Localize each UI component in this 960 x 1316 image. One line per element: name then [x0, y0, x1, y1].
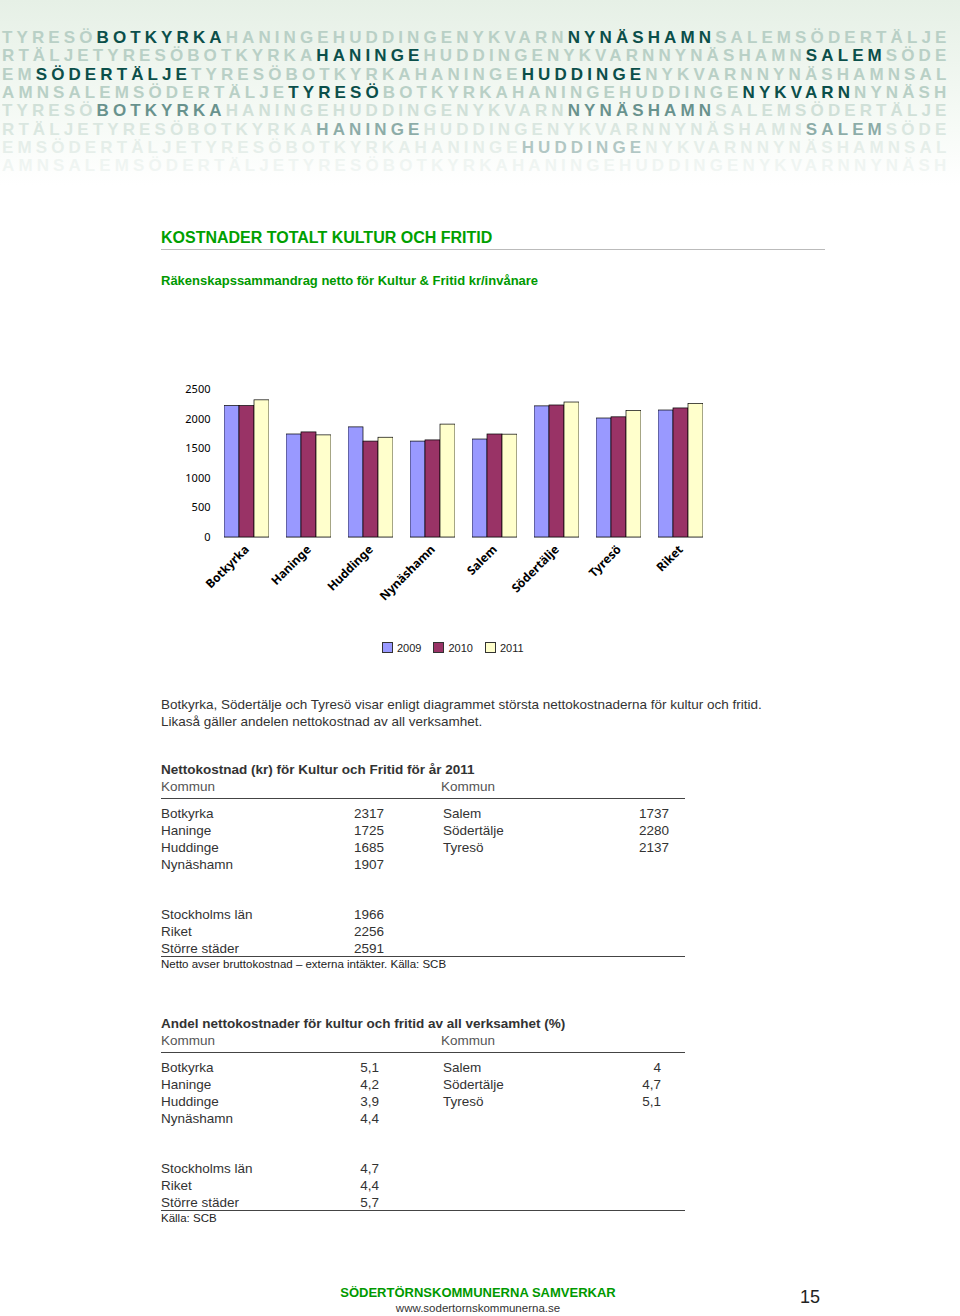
html-text:Södertälje: Södertälje	[443, 1077, 504, 1092]
html-text:Större städer: Större städer	[161, 1195, 239, 1210]
html-text:4,4: 4,4	[360, 1178, 379, 1193]
svg-text:0: 0	[204, 529, 210, 544]
html-text:SÖDERTÖRNSKOMMUNERNA SAMVERKAR: SÖDERTÖRNSKOMMUNERNA SAMVERKAR	[340, 1285, 616, 1300]
html-text:Södertälje: Södertälje	[443, 823, 504, 838]
html-text:TYRESÖ BOTKYRKA HANINGEHUDDING: TYRESÖ BOTKYRKA HANINGEHUDDINGENYKVARN N…	[2, 101, 951, 121]
svg-text:Botkyrka: Botkyrka	[202, 541, 253, 592]
html-text:AMNSALEMSÖDERTÄLJE TYRESÖ BOTK: AMNSALEMSÖDERTÄLJE TYRESÖ BOTKYRKAHANING…	[2, 82, 951, 102]
html-text:Botkyrka, Södertälje och Tyres: Botkyrka, Södertälje och Tyresö visar en…	[161, 697, 762, 712]
html-text:Kommun: Kommun	[441, 1033, 495, 1048]
html-text:Andel nettokostnader för kultu: Andel nettokostnader för kultur och frit…	[161, 1016, 566, 1031]
html-text:4,2: 4,2	[360, 1077, 379, 1092]
html-text:2011: 2011	[500, 642, 524, 654]
html-text:2256: 2256	[354, 924, 384, 939]
html-text:Botkyrka: Botkyrka	[161, 806, 214, 821]
svg-text:Salem: Salem	[463, 541, 501, 579]
svg-text:Södertälje: Södertälje	[507, 541, 562, 596]
html-text:Netto avser bruttokostnad – ex: Netto avser bruttokostnad – externa intä…	[161, 958, 447, 970]
svg-text:2500: 2500	[185, 381, 210, 396]
html-text:1725: 1725	[354, 823, 384, 838]
html-text:Haninge: Haninge	[161, 1077, 212, 1092]
html-text:Nynäshamn: Nynäshamn	[161, 857, 233, 872]
html-text:Haninge: Haninge	[161, 823, 212, 838]
html-text:4,7: 4,7	[360, 1161, 379, 1176]
svg-text:2000: 2000	[185, 411, 210, 426]
html-text:4: 4	[653, 1060, 661, 1075]
html-text:Riket: Riket	[161, 924, 192, 939]
html-text:2280: 2280	[639, 823, 669, 838]
html-text:Tyresö: Tyresö	[443, 840, 484, 855]
html-text:Salem: Salem	[443, 1060, 482, 1075]
html-text:Riket: Riket	[161, 1178, 192, 1193]
svg-text:1500: 1500	[185, 440, 210, 455]
html-text:5,7: 5,7	[360, 1195, 379, 1210]
html-text:Kommun: Kommun	[441, 779, 495, 794]
html-text:1737: 1737	[639, 806, 669, 821]
html-text:Huddinge: Huddinge	[161, 1094, 219, 1109]
html-text:TYRESÖ BOTKYRKA HANINGEHUDDING: TYRESÖ BOTKYRKA HANINGEHUDDINGENYKVARN N…	[2, 28, 951, 47]
html-text:2137: 2137	[639, 840, 669, 855]
html-text:2010: 2010	[448, 642, 473, 654]
html-text:RTÄLJETYRESÖBOTKYRKA HANINGE H: RTÄLJETYRESÖBOTKYRKA HANINGE HUDDINGENYK…	[2, 46, 951, 66]
html-text:3,9: 3,9	[360, 1094, 379, 1109]
html-text:2591: 2591	[354, 941, 384, 956]
html-text:Huddinge: Huddinge	[161, 840, 219, 855]
html-text:Salem: Salem	[443, 806, 482, 821]
html-text:5,1: 5,1	[642, 1094, 661, 1109]
html-text:4,4: 4,4	[360, 1111, 379, 1126]
html-text:15: 15	[800, 1287, 820, 1307]
html-text:www.sodertornskommunerna.se: www.sodertornskommunerna.se	[395, 1302, 561, 1314]
html-text:Kommun: Kommun	[161, 779, 215, 794]
html-text:1966: 1966	[354, 907, 384, 922]
html-text:Stockholms län: Stockholms län	[161, 1161, 253, 1176]
svg-text:Riket: Riket	[652, 541, 686, 575]
html-text:Nynäshamn: Nynäshamn	[161, 1111, 233, 1126]
svg-text:Huddinge: Huddinge	[323, 541, 376, 594]
html-text:2009: 2009	[397, 642, 422, 654]
svg-text:Tyresö: Tyresö	[585, 541, 625, 581]
html-text:AMNSALEMSÖDERTÄLJETYRESÖBOTKYR: AMNSALEMSÖDERTÄLJETYRESÖBOTKYRKAHANINGEH…	[2, 156, 951, 176]
html-text:EMSÖDERTÄLJETYRESÖBOTKYRKAHANI: EMSÖDERTÄLJETYRESÖBOTKYRKAHANINGE HUDDIN…	[2, 137, 951, 157]
svg-text:Haninge: Haninge	[267, 541, 315, 589]
svg-text:Nynäshamn: Nynäshamn	[376, 541, 439, 604]
html-text:Räkenskapssammandrag netto för: Räkenskapssammandrag netto för Kultur & …	[161, 273, 539, 288]
html-text:5,1: 5,1	[360, 1060, 379, 1075]
html-text:Likaså gäller andelen nettokos: Likaså gäller andelen nettokostnad av al…	[161, 714, 483, 729]
html-text:1907: 1907	[354, 857, 384, 872]
svg-text:500: 500	[192, 499, 211, 514]
svg-text:1000: 1000	[185, 470, 210, 485]
html-text:Tyresö: Tyresö	[443, 1094, 484, 1109]
html-text:Större städer: Större städer	[161, 941, 239, 956]
html-text:Stockholms län: Stockholms län	[161, 907, 253, 922]
html-text:Nettokostnad (kr) för Kultur o: Nettokostnad (kr) för Kultur och Fritid …	[161, 762, 475, 777]
html-text:KOSTNADER TOTALT KULTUR OCH FR: KOSTNADER TOTALT KULTUR OCH FRITID	[161, 229, 493, 246]
html-text:EM SÖDERTÄLJE TYRESÖBOTKYRKAHA: EM SÖDERTÄLJE TYRESÖBOTKYRKAHANINGE HUDD…	[2, 64, 951, 84]
html-text:Kommun: Kommun	[161, 1033, 215, 1048]
html-text:4,7: 4,7	[642, 1077, 661, 1092]
html-text:2317: 2317	[354, 806, 384, 821]
html-text:Botkyrka: Botkyrka	[161, 1060, 214, 1075]
html-text:RTÄLJETYRESÖBOTKYRKA HANINGE H: RTÄLJETYRESÖBOTKYRKA HANINGE HUDDINGENYK…	[2, 119, 951, 139]
html-text:1685: 1685	[354, 840, 384, 855]
html-text:Källa: SCB: Källa: SCB	[161, 1212, 217, 1224]
